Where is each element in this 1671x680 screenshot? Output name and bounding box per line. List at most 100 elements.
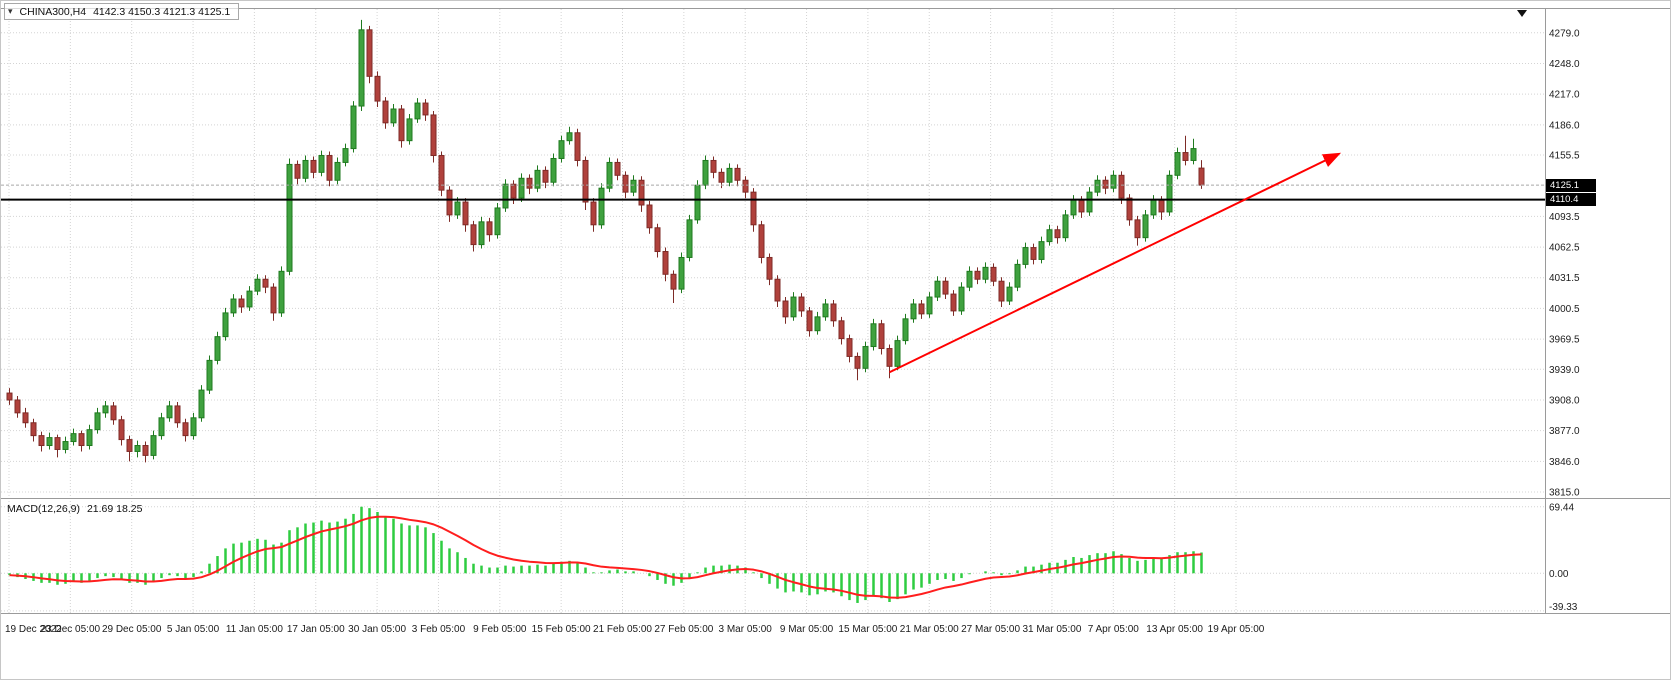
candle-body xyxy=(822,303,829,318)
candle-body xyxy=(934,280,941,298)
candle-body xyxy=(486,221,493,236)
candle-body xyxy=(366,29,373,77)
time-axis-label: 3 Feb 05:00 xyxy=(412,624,466,635)
candle-body xyxy=(358,29,365,107)
candle-body xyxy=(190,417,197,437)
candle-body xyxy=(70,433,77,443)
candle-body xyxy=(742,179,749,193)
candle-body xyxy=(926,296,933,315)
candle-body xyxy=(182,422,189,437)
candle-body xyxy=(1046,229,1053,243)
candle-body xyxy=(614,161,621,176)
candle-body xyxy=(238,298,245,308)
time-axis-label: 13 Apr 05:00 xyxy=(1146,624,1203,635)
candle-body xyxy=(790,296,797,318)
candle-body xyxy=(1078,199,1085,213)
candle-body xyxy=(158,417,165,437)
candle-body xyxy=(902,318,909,342)
candle-body xyxy=(974,270,981,280)
candle-body xyxy=(942,280,949,295)
price-axis-label: 3815.0 xyxy=(1549,488,1580,499)
time-axis-label: 21 Mar 05:00 xyxy=(900,624,959,635)
candle-body xyxy=(334,161,341,181)
candle-body xyxy=(6,392,13,401)
candle-body xyxy=(870,323,877,348)
price-axis-label: 4062.5 xyxy=(1549,243,1580,254)
candle-body xyxy=(1182,152,1189,161)
candle-body xyxy=(694,184,701,221)
time-axis-label: 11 Jan 05:00 xyxy=(226,624,284,635)
candle-body xyxy=(782,300,789,318)
candle-body xyxy=(638,179,645,206)
chart-shift-marker-icon[interactable] xyxy=(1517,10,1527,17)
candle-body xyxy=(406,118,413,142)
price-axis-label: 4279.0 xyxy=(1549,28,1580,39)
candle-body xyxy=(38,435,45,447)
candle-body xyxy=(1062,214,1069,239)
candle-body xyxy=(998,280,1005,302)
one-click-trading-icon[interactable]: ▾ xyxy=(8,6,13,16)
candle-body xyxy=(1014,263,1021,288)
candle-body xyxy=(574,132,581,161)
candle-body xyxy=(654,227,661,253)
trend-arrow-object[interactable] xyxy=(889,152,1342,374)
candle-body xyxy=(582,159,589,203)
time-axis-label: 3 Mar 05:00 xyxy=(719,624,773,635)
candle-body xyxy=(326,155,333,181)
candle-body xyxy=(622,174,629,193)
time-axis-label: 30 Jan 05:00 xyxy=(348,624,406,635)
time-axis-label: 31 Mar 05:00 xyxy=(1022,624,1081,635)
candle-body xyxy=(102,405,109,414)
candle-body xyxy=(630,179,637,193)
candle-body xyxy=(198,389,205,419)
candle-body xyxy=(54,437,61,450)
candle-body xyxy=(846,338,853,357)
candle-body xyxy=(1070,199,1077,216)
candle-body xyxy=(1142,214,1149,239)
candle-body xyxy=(806,310,813,332)
candle-body xyxy=(550,157,557,183)
candle-body xyxy=(246,290,253,308)
candle-body xyxy=(862,346,869,369)
candle-body xyxy=(502,183,509,209)
time-axis-label: 27 Mar 05:00 xyxy=(961,624,1020,635)
candle-body xyxy=(878,323,885,350)
time-axis-label: 17 Jan 05:00 xyxy=(287,624,345,635)
price-axis-label: 3846.0 xyxy=(1549,457,1580,468)
candle-body xyxy=(1038,241,1045,260)
candle-body xyxy=(262,278,269,288)
candle-body xyxy=(270,286,277,314)
candle-body xyxy=(254,278,261,292)
candle-body xyxy=(1174,152,1181,176)
candle-body xyxy=(166,405,173,419)
candle-body xyxy=(1110,174,1117,189)
candle-body xyxy=(342,148,349,163)
candle-body xyxy=(910,303,917,320)
candle-body xyxy=(950,293,957,312)
symbol-ohlc-label: ▾ CHINA300,H4 4142.3 4150.3 4121.3 4125.… xyxy=(4,3,240,20)
candle-body xyxy=(966,270,973,288)
candle-body xyxy=(222,312,229,338)
candle-body xyxy=(118,419,125,441)
candle-body xyxy=(854,355,861,369)
candle-body xyxy=(478,221,485,246)
candle-body xyxy=(590,201,597,226)
time-axis-label: 19 Apr 05:00 xyxy=(1208,624,1265,635)
time-axis-label: 15 Mar 05:00 xyxy=(838,624,897,635)
candle-body xyxy=(398,108,405,142)
candle-body xyxy=(686,219,693,258)
candle-body xyxy=(62,441,69,450)
candle-body xyxy=(526,177,533,189)
candle-body xyxy=(374,75,381,102)
candle-body xyxy=(214,336,221,361)
candle-body xyxy=(22,412,29,424)
price-axis-label: 3969.5 xyxy=(1549,335,1580,346)
candle-body xyxy=(798,296,805,312)
candle-body xyxy=(430,114,437,157)
candle-body xyxy=(1198,167,1205,186)
candle-body xyxy=(814,316,821,332)
candle-body xyxy=(918,303,925,315)
candle-body xyxy=(1150,199,1157,216)
